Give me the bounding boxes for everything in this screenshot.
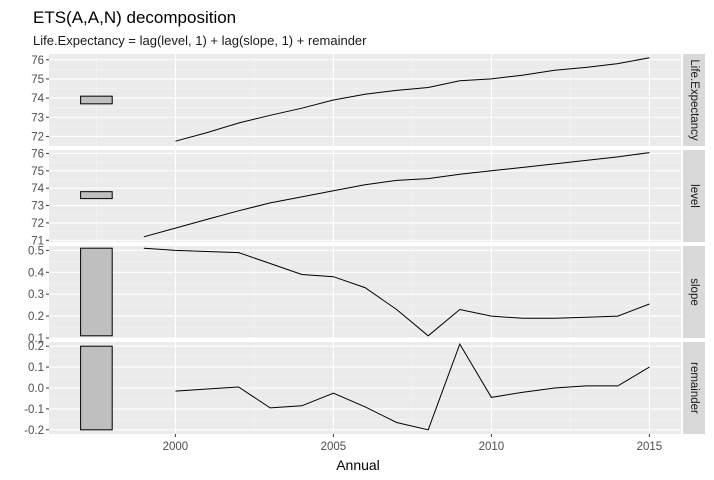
facet-strip-label: remainder: [688, 362, 700, 414]
y-tick-label: 76: [31, 55, 44, 67]
y-tick-label: 73: [31, 201, 44, 213]
y-tick-label: 72: [31, 131, 44, 143]
series-line-level: [143, 152, 650, 238]
x-tick-label: 2010: [479, 441, 505, 453]
y-tick-label: 72: [31, 218, 44, 230]
facet-remainder: -0.2 -0.1 0.0 0.1 0.2 remainder: [24, 341, 705, 437]
y-tick-label: 74: [31, 93, 44, 105]
facet-life-expectancy: 72 73 74 75 76 Life.Expectancy: [31, 54, 705, 146]
facet-strip-label: Life.Expectancy: [688, 59, 700, 140]
x-tick-label: 2005: [321, 441, 347, 453]
y-tick-label: 0.0: [28, 383, 44, 395]
facet-panels: 72 73 74 75 76 Life.Expectancy 71 72 73 74 75 76 lev…: [24, 54, 705, 437]
scale-bar: [80, 95, 113, 105]
x-tick-label: 2000: [163, 441, 189, 453]
y-tick-label: 73: [31, 112, 44, 124]
scale-bar: [80, 345, 113, 431]
y-tick-label: 0.1: [28, 362, 44, 374]
y-tick-label: 0.3: [28, 289, 44, 301]
facet-strip: [683, 150, 705, 242]
y-tick-label: 0.5: [28, 245, 44, 257]
facet-strip: [683, 342, 705, 434]
y-tick-label: 0.1: [28, 333, 44, 345]
facet-slope: 0.1 0.2 0.3 0.4 0.5 slope: [28, 245, 705, 345]
chart-title: ETS(A,A,N) decomposition: [33, 8, 236, 27]
scale-bar: [80, 247, 113, 337]
series-line-remainder: [175, 342, 650, 431]
y-tick-label: 0.4: [28, 267, 45, 279]
facet-strip: [683, 246, 705, 338]
y-tick-label: -0.1: [24, 404, 44, 416]
facet-strip: [683, 54, 705, 146]
x-tick-label: 2015: [637, 441, 663, 453]
y-tick-label: 75: [31, 166, 44, 178]
x-axis-title: Annual: [336, 457, 380, 473]
y-tick-label: 74: [31, 183, 44, 195]
facet-level: 71 72 73 74 75 76 level: [31, 148, 705, 247]
panel-background: [49, 246, 681, 338]
y-tick-label: 0.2: [28, 341, 44, 353]
scale-bar: [80, 191, 113, 200]
y-tick-label: -0.2: [24, 425, 44, 437]
y-tick-label: 0.2: [28, 311, 44, 323]
facet-strip-label: level: [688, 184, 700, 208]
x-axis: 2000 2005 2010 2015: [163, 434, 663, 453]
y-tick-label: 75: [31, 74, 44, 86]
series-line-slope: [143, 247, 650, 337]
chart-subtitle: Life.Expectancy = lag(level, 1) + lag(sl…: [33, 33, 367, 48]
y-tick-label: 71: [31, 235, 44, 247]
y-tick-label: 76: [31, 148, 44, 160]
panel-background: [49, 150, 681, 242]
facet-strip-label: slope: [688, 278, 700, 306]
series-line-life-expectancy: [175, 57, 650, 142]
